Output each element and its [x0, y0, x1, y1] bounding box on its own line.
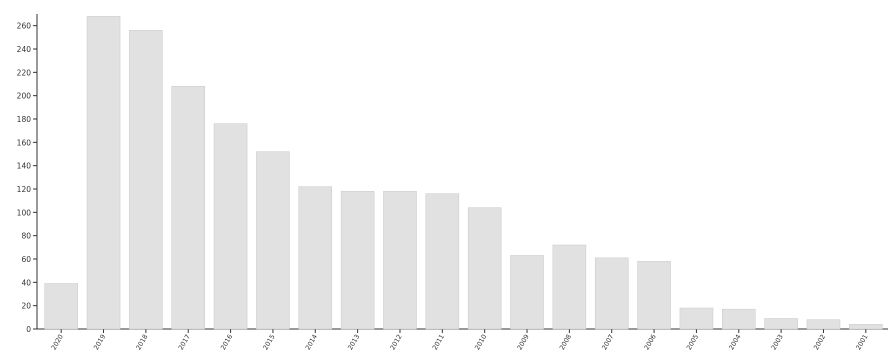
bar [806, 319, 841, 330]
y-tick-label: 80 [21, 232, 31, 241]
x-tick-label: 2009 [516, 333, 531, 351]
bar [425, 193, 460, 330]
y-tick-label: 260 [17, 22, 32, 31]
bar [256, 151, 290, 330]
y-tick-label: 0 [26, 325, 31, 334]
x-tick-label: 2001 [854, 333, 869, 351]
x-tick-label: 2010 [473, 333, 488, 351]
y-tick-label: 120 [17, 185, 32, 194]
x-tick-label: 2020 [50, 333, 65, 351]
x-tick-label: 2017 [177, 333, 192, 351]
bars [44, 16, 883, 330]
bar [722, 308, 756, 330]
y-tick-label: 140 [17, 162, 32, 171]
y-axis: 0 20 40 60 80 100 120 140 160 180 200 220 240 260 [17, 14, 38, 334]
x-tick-label: 2003 [770, 333, 785, 351]
bar [298, 186, 333, 330]
bar [510, 255, 544, 330]
y-tick-label: 220 [17, 68, 32, 77]
y-tick-label: 160 [17, 138, 32, 147]
x-tick-label: 2008 [558, 333, 573, 351]
bar [340, 191, 375, 330]
x-tick-label: 2013 [346, 333, 361, 351]
x-tick-label: 2011 [431, 333, 446, 351]
bar [213, 123, 248, 330]
x-tick-label: 2014 [304, 333, 319, 351]
bar [849, 324, 883, 330]
bar [383, 191, 417, 330]
bar [86, 16, 121, 330]
y-tick-label: 100 [17, 208, 32, 217]
x-tick-label: 2005 [685, 333, 700, 351]
bar [552, 244, 587, 330]
x-tick-label: 2015 [261, 333, 276, 351]
y-tick-label: 20 [21, 302, 31, 311]
x-tick-label: 2019 [92, 333, 107, 351]
x-tick-label: 2018 [134, 333, 149, 351]
y-tick-label: 40 [21, 278, 31, 287]
x-axis: 2020 2019 2018 2017 2016 2015 2014 2013 2012 2011… [37, 328, 888, 351]
x-tick-label: 2016 [219, 333, 234, 351]
bar [679, 307, 714, 330]
y-tick-label: 180 [17, 115, 32, 124]
bar [594, 257, 629, 330]
bar [637, 261, 671, 330]
bar [44, 283, 78, 330]
y-tick-label: 200 [17, 92, 32, 101]
x-tick-label: 2007 [600, 333, 615, 351]
bar [129, 30, 163, 330]
y-tick-label: 240 [17, 45, 32, 54]
x-tick-label: 2004 [727, 333, 742, 351]
bar [467, 207, 502, 330]
x-tick-label: 2006 [643, 333, 658, 351]
bar [171, 86, 205, 330]
x-tick-label: 2002 [812, 333, 827, 351]
x-tick-label: 2012 [389, 333, 404, 351]
bar [764, 318, 798, 330]
y-tick-label: 60 [21, 255, 31, 264]
